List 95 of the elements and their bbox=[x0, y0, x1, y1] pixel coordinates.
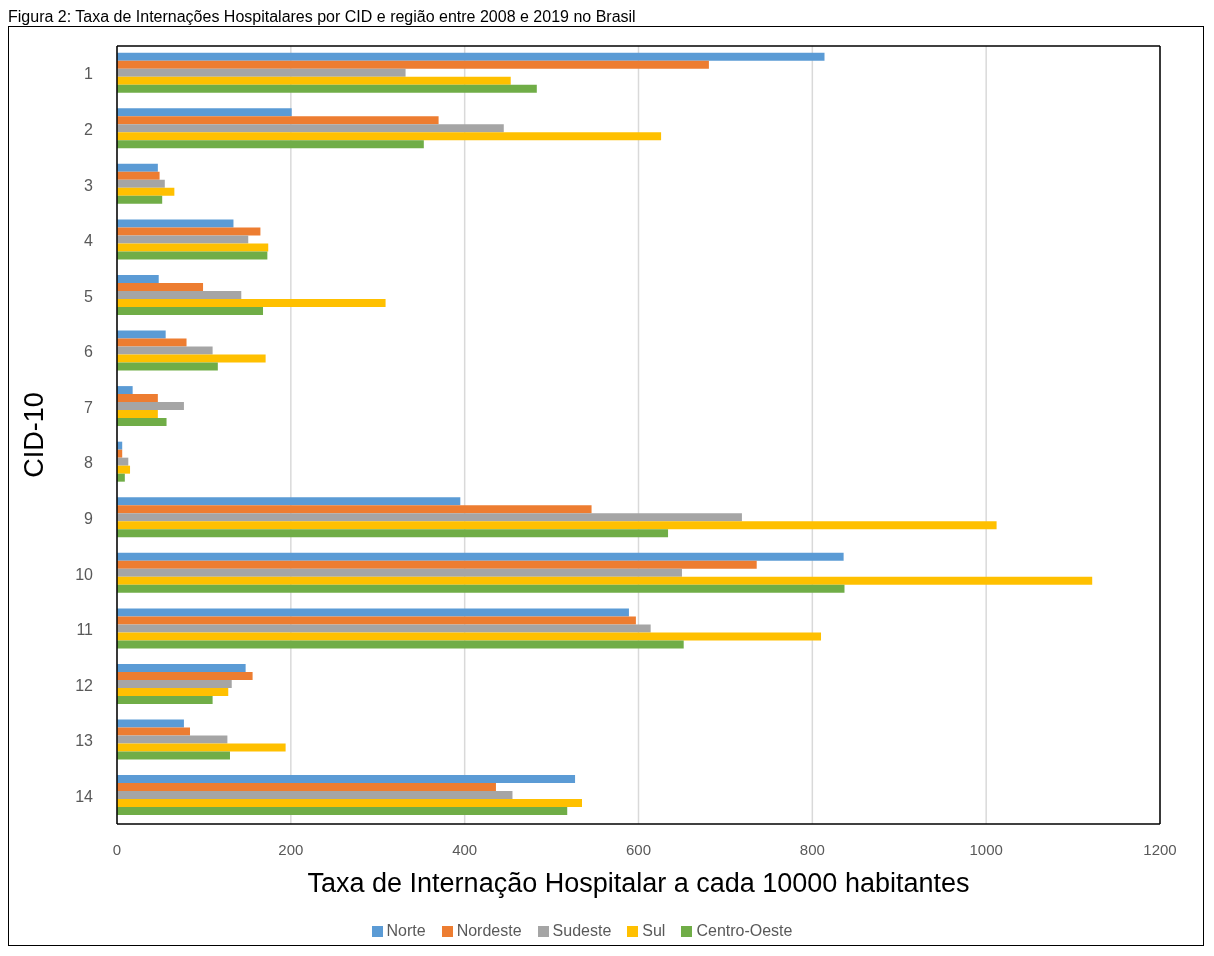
bar bbox=[117, 799, 582, 808]
bar bbox=[117, 354, 266, 363]
bar bbox=[117, 465, 131, 474]
bar bbox=[117, 298, 386, 307]
bar bbox=[117, 679, 232, 688]
bar bbox=[117, 116, 439, 125]
bar bbox=[117, 521, 997, 530]
bar bbox=[117, 52, 825, 61]
y-tick-label: 14 bbox=[75, 787, 94, 805]
chart-title: Figura 2: Taxa de Internações Hospitalares por CID e região entre 2008 e 2019 no Brasil bbox=[8, 8, 637, 26]
bar bbox=[117, 735, 228, 744]
bar bbox=[117, 791, 513, 800]
y-tick-label: 10 bbox=[75, 565, 94, 583]
bar bbox=[117, 274, 159, 283]
bar bbox=[117, 346, 213, 355]
bar bbox=[117, 608, 629, 617]
x-axis-title: Taxa de Internação Hospitalar a cada 10000 habitantes bbox=[307, 868, 970, 898]
bar bbox=[117, 163, 158, 172]
y-tick-label: 2 bbox=[84, 121, 94, 139]
bar bbox=[117, 60, 709, 69]
bar bbox=[117, 140, 424, 149]
y-tick-label: 1 bbox=[84, 65, 94, 83]
bar bbox=[117, 243, 269, 252]
bar bbox=[117, 775, 576, 784]
bar bbox=[117, 187, 175, 196]
x-tick-label: 1000 bbox=[969, 840, 1003, 858]
legend-label: Sul bbox=[642, 922, 666, 939]
bar bbox=[117, 783, 496, 792]
bar bbox=[117, 132, 662, 141]
legend-label: Sudeste bbox=[552, 922, 612, 939]
y-tick-label: 6 bbox=[84, 343, 94, 361]
bar bbox=[117, 179, 165, 188]
bar bbox=[117, 529, 669, 538]
bar bbox=[117, 584, 845, 593]
bar bbox=[117, 807, 568, 816]
bar bbox=[117, 632, 822, 641]
bar bbox=[117, 671, 253, 680]
bar bbox=[117, 663, 246, 672]
bar bbox=[117, 560, 757, 569]
bar bbox=[117, 290, 242, 299]
bar bbox=[117, 727, 191, 736]
x-tick-label: 0 bbox=[112, 840, 122, 858]
bar bbox=[117, 751, 230, 760]
x-tick-label: 600 bbox=[625, 840, 652, 858]
legend-label: Centro-Oeste bbox=[696, 922, 793, 939]
bar bbox=[117, 418, 167, 427]
bar bbox=[117, 568, 682, 577]
y-tick-label: 12 bbox=[75, 676, 94, 694]
y-tick-label: 3 bbox=[84, 176, 94, 194]
bar bbox=[117, 743, 286, 752]
bar bbox=[117, 513, 742, 522]
bar bbox=[117, 362, 218, 371]
bar bbox=[117, 171, 160, 180]
bar bbox=[117, 410, 158, 419]
bar bbox=[117, 695, 213, 704]
x-tick-label: 800 bbox=[799, 840, 825, 858]
bar bbox=[117, 624, 651, 633]
x-tick-label: 1200 bbox=[1143, 840, 1177, 858]
y-axis-title: CID-10 bbox=[18, 392, 49, 478]
legend-label: Nordeste bbox=[456, 922, 522, 939]
bar bbox=[117, 687, 229, 696]
bar bbox=[117, 195, 163, 204]
y-tick-label: 9 bbox=[84, 510, 94, 528]
bar bbox=[117, 394, 158, 403]
y-tick-label: 13 bbox=[75, 732, 94, 750]
x-tick-label: 200 bbox=[278, 840, 304, 858]
y-tick-label: 11 bbox=[76, 621, 94, 639]
bar bbox=[117, 616, 636, 625]
y-tick-label: 8 bbox=[84, 454, 94, 472]
bar bbox=[117, 719, 184, 728]
y-tick-label: 5 bbox=[84, 287, 94, 305]
bar bbox=[117, 386, 133, 395]
bar bbox=[117, 235, 249, 244]
bar bbox=[117, 108, 292, 117]
bar bbox=[117, 84, 537, 93]
bar bbox=[117, 219, 234, 228]
bar bbox=[117, 227, 261, 236]
bar bbox=[117, 330, 166, 339]
legend-label: Norte bbox=[386, 922, 426, 939]
bar bbox=[117, 505, 592, 514]
bar bbox=[117, 497, 461, 506]
bar bbox=[117, 552, 844, 561]
bar bbox=[117, 338, 187, 347]
bar bbox=[117, 124, 504, 133]
bar bbox=[117, 306, 264, 315]
bar bbox=[117, 402, 184, 411]
y-tick-label: 4 bbox=[84, 232, 94, 250]
y-tick-label: 7 bbox=[84, 398, 94, 416]
bar bbox=[117, 251, 268, 260]
bar bbox=[117, 576, 1093, 585]
bar bbox=[117, 68, 406, 77]
x-tick-label: 400 bbox=[452, 840, 478, 858]
bar bbox=[117, 282, 204, 291]
bar bbox=[117, 640, 684, 649]
bar bbox=[117, 76, 511, 85]
